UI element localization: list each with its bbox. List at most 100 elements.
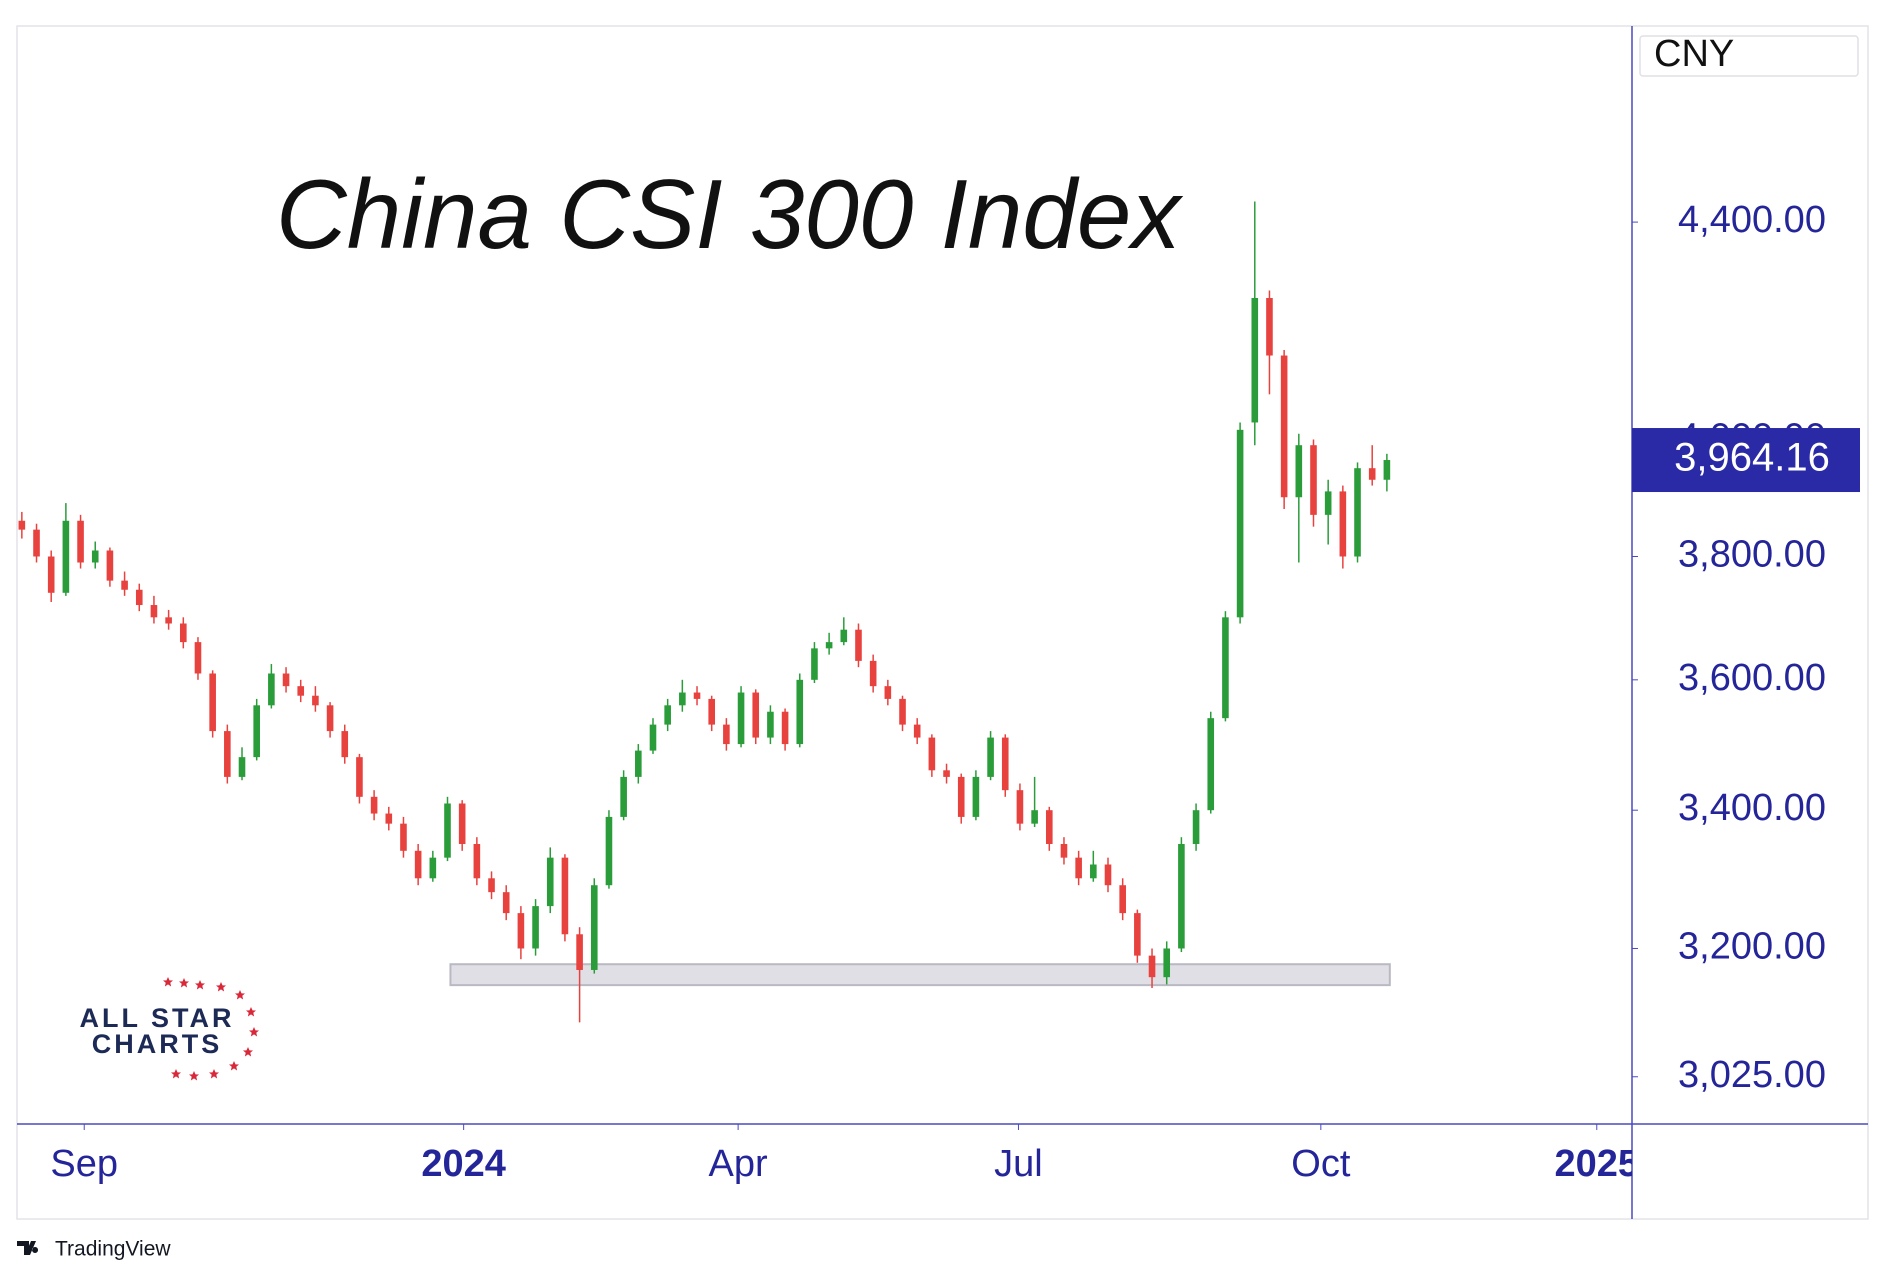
candle-body bbox=[502, 892, 510, 914]
candle-body bbox=[488, 878, 495, 893]
logo-line1: ALL STAR bbox=[80, 1003, 235, 1033]
y-tick-label: 3,025.00 bbox=[1678, 1054, 1826, 1096]
candle-body bbox=[767, 711, 774, 738]
candle-body bbox=[473, 843, 481, 879]
candle-body bbox=[1280, 355, 1288, 498]
candle-body bbox=[1178, 843, 1185, 949]
candle-body bbox=[840, 629, 848, 643]
candle-body bbox=[1383, 460, 1391, 480]
candle-body bbox=[781, 711, 789, 745]
candle-body bbox=[194, 642, 202, 674]
tradingview-icon bbox=[17, 1241, 39, 1255]
candle-body bbox=[957, 776, 965, 817]
footer: TradingView bbox=[17, 1238, 171, 1261]
candle-body bbox=[708, 698, 716, 725]
logo-line2: CHARTS bbox=[92, 1029, 223, 1059]
candle-body bbox=[282, 673, 290, 687]
candle-body bbox=[620, 776, 627, 817]
currency-box bbox=[1639, 35, 1859, 77]
candle-body bbox=[135, 589, 143, 606]
candle-body bbox=[723, 724, 730, 745]
candle-body bbox=[1324, 491, 1332, 515]
candle-body bbox=[796, 679, 804, 745]
candle-body bbox=[1192, 810, 1200, 844]
candle-body bbox=[1163, 948, 1171, 978]
candle-body bbox=[811, 648, 818, 680]
candle-body bbox=[312, 695, 319, 706]
candle-body bbox=[1090, 864, 1097, 879]
chart-frame bbox=[16, 25, 1869, 1220]
candle-body bbox=[268, 673, 275, 706]
candle-body bbox=[899, 698, 906, 725]
candle-body bbox=[561, 857, 569, 935]
candle-body bbox=[1207, 718, 1215, 811]
candle-body bbox=[370, 796, 378, 814]
x-tick-label: Oct bbox=[1291, 1143, 1351, 1185]
candle-body bbox=[91, 550, 99, 563]
candle-body bbox=[1236, 429, 1244, 618]
candle-body bbox=[635, 750, 642, 777]
candle-body bbox=[429, 857, 437, 879]
candle-body bbox=[1368, 468, 1376, 480]
footer-text: TradingView bbox=[55, 1238, 171, 1261]
time-axis: Sep 2024 Apr Jul Oct 2025 bbox=[50, 1124, 1632, 1185]
candle-body bbox=[855, 629, 862, 661]
y-tick-label: 3,800.00 bbox=[1678, 534, 1826, 576]
candle-body bbox=[444, 803, 451, 858]
y-tick-label: 3,200.00 bbox=[1678, 926, 1826, 968]
candle-body bbox=[209, 673, 216, 732]
candle-body bbox=[1031, 810, 1038, 824]
candle-body bbox=[106, 550, 114, 581]
price-axis: 3,025.00 3,200.00 3,400.00 3,600.00 3,800.00… bbox=[1632, 199, 1860, 1096]
candle-body bbox=[605, 816, 613, 886]
candle-body bbox=[33, 529, 40, 557]
candle-body bbox=[532, 906, 539, 949]
candle-body bbox=[385, 813, 393, 824]
y-tick-label: 3,400.00 bbox=[1678, 787, 1826, 829]
candle-body bbox=[517, 913, 525, 949]
candle-body bbox=[943, 770, 950, 777]
candle-body bbox=[414, 850, 422, 879]
candle-body bbox=[77, 520, 84, 563]
candle-body bbox=[1354, 468, 1361, 557]
chart-title: China CSI 300 Index bbox=[276, 159, 1183, 269]
candle-body bbox=[576, 934, 583, 970]
candle-body bbox=[150, 605, 158, 618]
x-tick-label: Sep bbox=[50, 1143, 118, 1185]
candle-body bbox=[987, 737, 994, 777]
candle-body bbox=[884, 686, 892, 699]
last-price-tag bbox=[1632, 428, 1860, 493]
candle-body bbox=[297, 686, 305, 696]
candle-body bbox=[1045, 810, 1053, 844]
candle-body bbox=[590, 885, 598, 970]
y-tick-label: 3,600.00 bbox=[1678, 657, 1826, 699]
candle-body bbox=[62, 520, 70, 593]
candle-body bbox=[238, 757, 246, 777]
candle-body bbox=[1310, 445, 1317, 515]
candle-body bbox=[649, 724, 657, 751]
candle-body bbox=[356, 757, 363, 797]
candle-body bbox=[546, 857, 554, 907]
candle-body bbox=[869, 660, 877, 687]
candle-body bbox=[1251, 297, 1259, 423]
last-price-label: 3,964.16 bbox=[1674, 436, 1830, 480]
candle-body bbox=[679, 692, 686, 706]
logo: ALL STAR CHARTS bbox=[80, 977, 259, 1081]
candle-body bbox=[1119, 885, 1126, 914]
candle-body bbox=[1339, 491, 1347, 557]
candle-body bbox=[1060, 843, 1068, 858]
candle-body bbox=[1075, 857, 1082, 879]
candle-body bbox=[1134, 913, 1141, 956]
candle-body bbox=[693, 692, 701, 699]
candle-body bbox=[47, 556, 55, 593]
x-tick-label: 2024 bbox=[421, 1143, 506, 1185]
candle-body bbox=[913, 724, 921, 738]
candle-body bbox=[928, 737, 936, 771]
candle-body bbox=[1104, 864, 1112, 886]
candle-body bbox=[1266, 297, 1273, 356]
candle-body bbox=[165, 617, 172, 624]
candle-body bbox=[1295, 445, 1303, 498]
candle-body bbox=[326, 705, 334, 732]
candle-body bbox=[664, 705, 671, 725]
